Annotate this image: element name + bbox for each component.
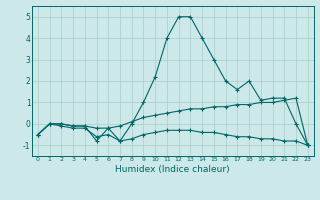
X-axis label: Humidex (Indice chaleur): Humidex (Indice chaleur) — [116, 165, 230, 174]
